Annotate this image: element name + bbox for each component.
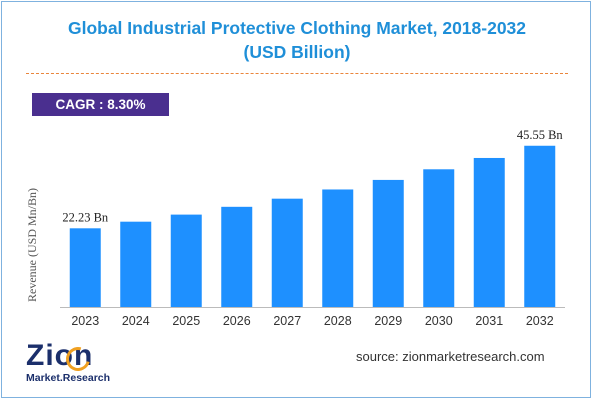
source-text: source: zionmarketresearch.com — [356, 349, 545, 364]
data-label: 45.55 Bn — [517, 128, 564, 142]
title-divider — [26, 73, 568, 74]
x-tick-label: 2026 — [223, 314, 251, 328]
chart-title-line1: Global Industrial Protective Clothing Ma… — [67, 18, 527, 38]
x-tick-label: 2023 — [71, 314, 99, 328]
bar-2032 — [524, 145, 556, 307]
chart-title: Global Industrial Protective Clothing Ma… — [0, 16, 594, 64]
bar-2026 — [221, 206, 253, 307]
x-tick-label: 2029 — [374, 314, 402, 328]
bar-2023 — [69, 228, 101, 307]
x-tick-label: 2030 — [425, 314, 453, 328]
bar-2025 — [170, 214, 202, 307]
logo-sub-text: Market.Research — [26, 372, 111, 384]
bar-2028 — [322, 189, 354, 307]
bar-2027 — [271, 198, 303, 307]
chart-title-line2: (USD Billion) — [243, 42, 351, 62]
bar-2024 — [120, 221, 152, 307]
y-axis-label: Revenue (USD Mn/Bn) — [25, 188, 39, 302]
data-label: 22.23 Bn — [62, 210, 109, 224]
bar-2029 — [372, 179, 404, 307]
x-tick-label: 2032 — [526, 314, 554, 328]
x-tick-label: 2024 — [122, 314, 150, 328]
zion-logo: Zion Market.Research — [22, 339, 132, 387]
x-tick-label: 2027 — [273, 314, 301, 328]
x-tick-label: 2028 — [324, 314, 352, 328]
logo-main-text: Zion — [26, 339, 94, 372]
bar-2031 — [473, 157, 505, 307]
bar-2030 — [423, 169, 455, 307]
x-tick-label: 2025 — [172, 314, 200, 328]
cagr-badge: CAGR : 8.30% — [32, 93, 169, 116]
x-tick-label: 2031 — [475, 314, 503, 328]
